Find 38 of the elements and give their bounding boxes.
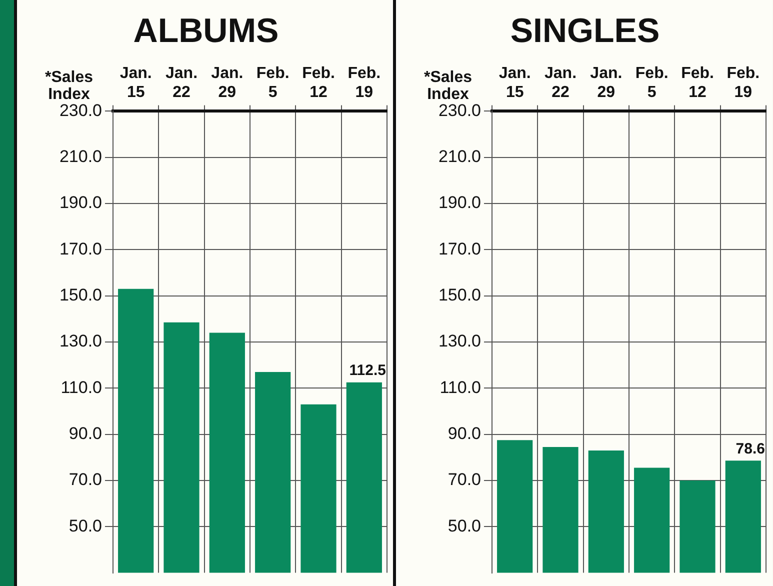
data-label: 112.5	[349, 362, 386, 380]
x-tick-label: Feb. 12	[681, 64, 714, 102]
x-tick-label: Jan. 15	[120, 64, 152, 102]
chart-title: ALBUMS	[133, 12, 279, 50]
y-tick-label: 130.0	[59, 332, 102, 351]
y-tick-label: 90.0	[68, 424, 102, 444]
y-axis-title: *Sales Index	[424, 69, 472, 103]
y-tick-label: 50.0	[68, 516, 102, 536]
y-tick-label: 70.0	[68, 470, 102, 490]
x-tick-label: Jan. 29	[590, 64, 622, 102]
x-tick-label: Jan. 15	[498, 64, 531, 102]
y-tick-label: 50.0	[448, 516, 481, 536]
y-tick-label: 110.0	[440, 378, 481, 397]
y-tick-label: 150.0	[59, 286, 102, 305]
x-tick-label: Feb. 19	[726, 64, 760, 102]
y-tick-label: 110.0	[60, 378, 102, 397]
y-tick-label: 170.0	[59, 239, 102, 258]
y-tick-label: 190.0	[59, 193, 102, 212]
y-tick-label: 130.0	[438, 332, 481, 351]
x-tick-label: Feb. 5	[256, 64, 290, 102]
x-tick-label: Feb. 12	[302, 64, 335, 102]
y-tick-label: 230.0	[59, 100, 102, 120]
y-tick-label: 90.0	[448, 424, 481, 444]
x-tick-label: Feb. 5	[635, 64, 668, 102]
y-tick-label: 190.0	[438, 193, 481, 212]
y-axis-title: *Sales Index	[44, 69, 94, 103]
x-tick-label: Feb. 19	[348, 64, 381, 102]
data-label: 78.6	[736, 440, 765, 458]
y-tick-label: 210.0	[59, 147, 102, 166]
y-tick-label: 230.0	[438, 100, 481, 120]
x-tick-label: Jan. 22	[165, 64, 198, 102]
y-tick-label: 210.0	[438, 147, 481, 166]
y-tick-label: 170.0	[438, 239, 481, 258]
y-tick-label: 70.0	[448, 470, 481, 490]
y-tick-label: 150.0	[438, 286, 481, 305]
x-tick-label: Jan. 29	[211, 64, 244, 102]
chart-title: SINGLES	[510, 12, 660, 50]
x-tick-label: Jan. 22	[544, 64, 577, 102]
